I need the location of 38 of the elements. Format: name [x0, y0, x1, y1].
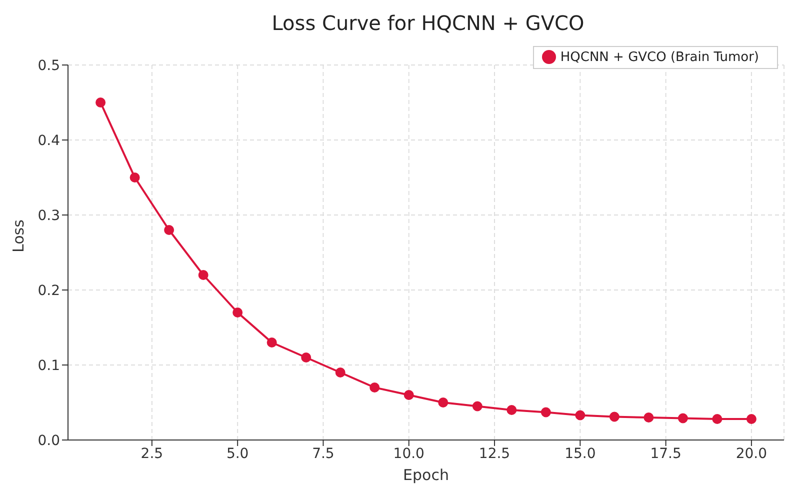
x-tick-label: 10.0	[393, 446, 424, 462]
point	[301, 352, 312, 362]
x-axis-title: Epoch	[403, 466, 449, 484]
legend-label: HQCNN + GVCO (Brain Tumor)	[560, 50, 759, 65]
y-tick-label: 0.1	[38, 358, 60, 374]
point	[370, 382, 380, 392]
point	[130, 172, 140, 182]
y-tick-label: 0.2	[38, 282, 60, 299]
y-tick-label: 0.0	[38, 432, 60, 449]
point	[96, 98, 106, 108]
y-tick-label: 0.4	[38, 132, 60, 149]
x-tick-label: 17.5	[650, 446, 682, 462]
point	[746, 414, 756, 424]
point	[472, 401, 482, 412]
y-tick-label: 0.5	[38, 58, 60, 74]
y-tick-label: 0.3	[38, 208, 60, 224]
x-tick-label: 15.0	[564, 446, 596, 462]
x-tick-label: 12.5	[478, 446, 510, 462]
point	[644, 412, 654, 422]
point	[712, 414, 722, 424]
point	[506, 405, 517, 415]
x-tick-label: 2.5	[140, 446, 164, 462]
point	[540, 407, 551, 418]
x-tick-label: 5.0	[226, 446, 249, 462]
point	[266, 338, 277, 348]
point	[404, 390, 414, 400]
x-tick-label: 7.5	[312, 446, 334, 462]
chart-title: Loss Curve for HQCNN + GVCO	[270, 10, 586, 37]
point	[164, 225, 174, 235]
x-tick-label: 20.0	[736, 446, 768, 462]
point	[198, 270, 208, 280]
point	[232, 308, 243, 318]
point	[678, 413, 688, 424]
point	[609, 412, 620, 422]
point	[575, 410, 586, 420]
point	[438, 398, 448, 408]
y-axis-title: Loss	[9, 219, 28, 252]
point	[335, 368, 346, 378]
